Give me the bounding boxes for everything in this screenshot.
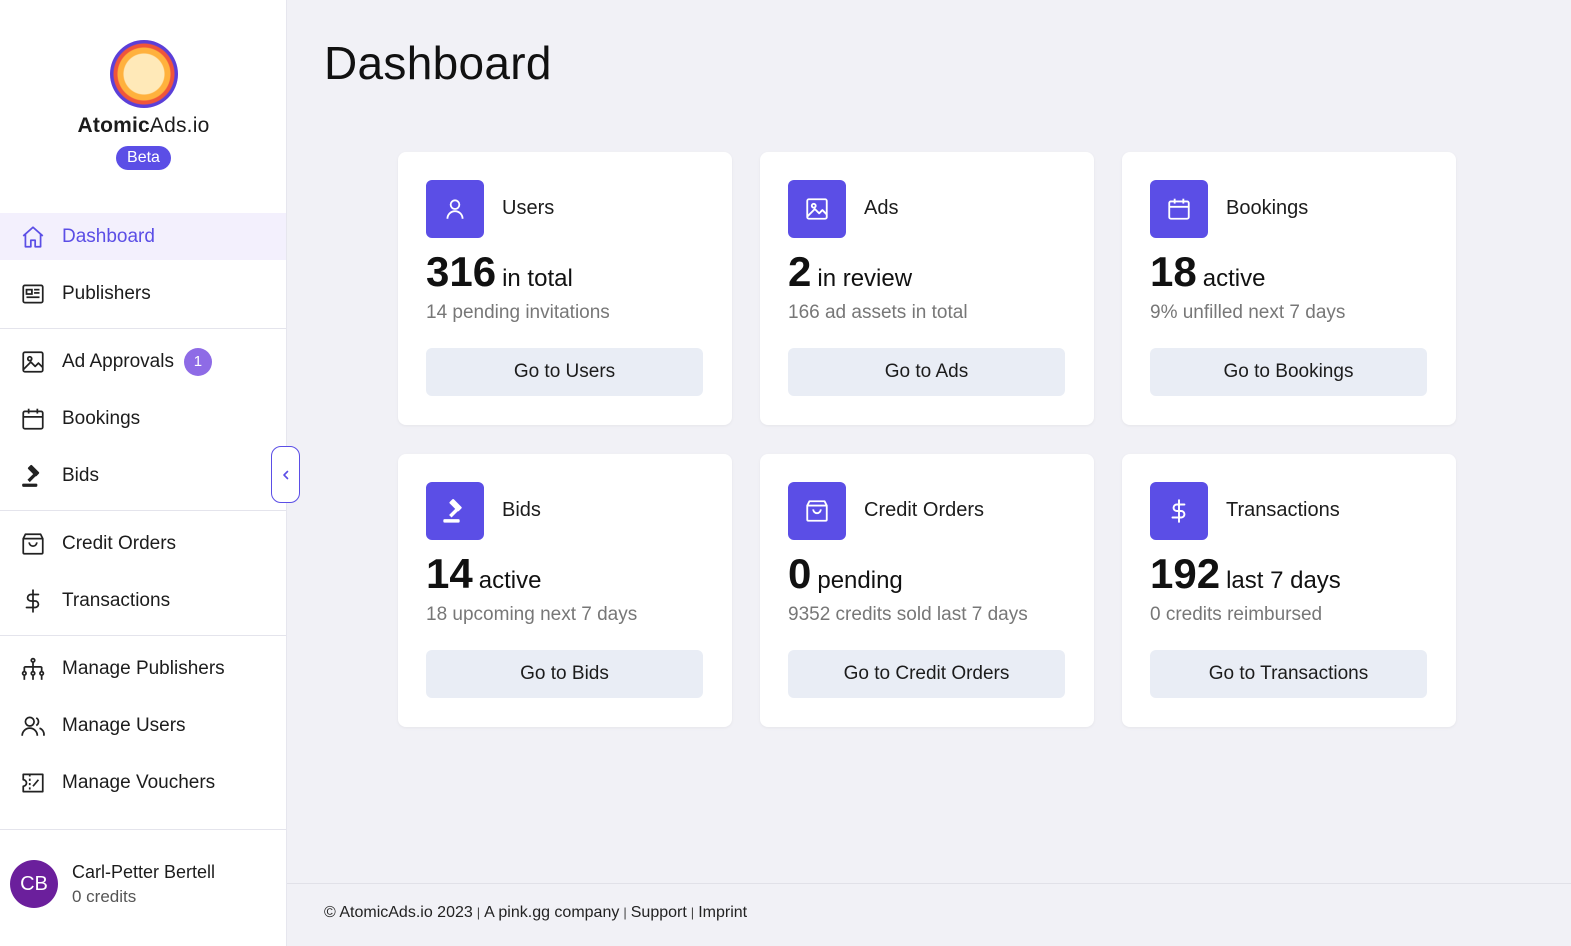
sidebar-item-label: Manage Users: [62, 714, 186, 736]
card-number: 316: [426, 248, 497, 295]
user-profile[interactable]: CB Carl-Petter Bertell 0 credits: [10, 860, 215, 908]
bids-card: Bids 14 active 18 upcoming next 7 days Go…: [398, 454, 732, 727]
divider: [0, 510, 286, 511]
shopping-bag-icon: [788, 482, 846, 540]
brand-name: AtomicAds.io: [77, 114, 210, 137]
card-subtitle: 18 upcoming next 7 days: [426, 604, 638, 625]
footer-copyright: © AtomicAds.io 2023: [324, 904, 473, 921]
card-subtitle: 166 ad assets in total: [788, 302, 968, 323]
hierarchy-icon: [20, 656, 46, 682]
footer-company: A pink.gg company: [484, 904, 620, 921]
sidebar-item-label: Bids: [62, 464, 99, 486]
divider: [0, 829, 286, 830]
sidebar-item-label: Manage Vouchers: [62, 771, 216, 793]
brand: AtomicAds.io Beta: [0, 40, 287, 170]
sidebar-item-label: Transactions: [62, 589, 171, 611]
sidebar-item-label: Bookings: [62, 407, 141, 429]
sidebar-item-manage-publishers[interactable]: Manage Publishers: [0, 645, 286, 692]
sidebar-item-publishers[interactable]: Publishers: [0, 270, 286, 317]
dollar-icon: [1150, 482, 1208, 540]
go-to-bookings-button[interactable]: Go to Bookings: [1150, 348, 1427, 396]
go-to-ads-button[interactable]: Go to Ads: [788, 348, 1065, 396]
support-link[interactable]: Support: [630, 904, 687, 921]
footer-text: © AtomicAds.io 2023 | A pink.gg company | Su…: [324, 904, 747, 922]
ads-card: Ads 2 in review 166 ad assets in total Go…: [760, 152, 1094, 425]
sidebar-item-bids[interactable]: Bids: [0, 452, 286, 499]
card-number: 192: [1150, 550, 1221, 597]
card-subtitle: 0 credits reimbursed: [1150, 604, 1323, 625]
image-icon: [788, 180, 846, 238]
divider: [0, 635, 286, 636]
card-unit: active: [1202, 265, 1266, 292]
card-number: 18: [1150, 248, 1197, 295]
sidebar-item-bookings[interactable]: Bookings: [0, 395, 286, 442]
card-title: Transactions: [1226, 499, 1340, 521]
card-title: Credit Orders: [864, 499, 985, 521]
sidebar-item-ad-approvals[interactable]: Ad Approvals 1: [0, 338, 286, 385]
divider: [0, 328, 286, 329]
calendar-icon: [1150, 180, 1208, 238]
footer-separator: |: [690, 905, 695, 920]
sidebar-item-manage-users[interactable]: Manage Users: [0, 702, 286, 749]
user-name: Carl-Petter Bertell: [72, 861, 216, 882]
user-credits: 0 credits: [72, 886, 137, 906]
footer-separator: |: [476, 905, 481, 920]
user-info: Carl-Petter Bertell 0 credits: [72, 862, 215, 907]
card-number: 0: [788, 550, 812, 597]
gavel-icon: [20, 463, 46, 489]
atomicads-logo[interactable]: [109, 40, 178, 108]
card-title: Bookings: [1226, 197, 1309, 219]
go-to-bids-button[interactable]: Go to Bids: [426, 650, 703, 698]
shopping-bag-icon: [20, 531, 46, 557]
beta-badge: Beta: [116, 146, 171, 170]
home-icon: [20, 224, 46, 250]
ad-approvals-count-badge: 1: [183, 347, 212, 376]
gavel-icon: [426, 482, 484, 540]
avatar[interactable]: CB: [10, 860, 58, 908]
credit-orders-card: Credit Orders 0 pending 9352 credits sold…: [760, 454, 1094, 727]
footer-separator: |: [623, 905, 627, 920]
card-number: 14: [426, 550, 473, 597]
users-card: Users 316 in total 14 pending invitations…: [398, 152, 732, 425]
transactions-card: Transactions 192 last 7 days 0 credits re…: [1122, 454, 1456, 727]
card-unit: in total: [502, 265, 573, 292]
dollar-icon: [20, 588, 46, 614]
sidebar-item-transactions[interactable]: Transactions: [0, 577, 286, 624]
card-number: 2: [788, 248, 812, 295]
card-title: Bids: [502, 499, 541, 521]
bookings-card: Bookings 18 active 9% unfilled next 7 day…: [1122, 152, 1456, 425]
card-unit: pending: [817, 567, 903, 594]
card-title: Users: [502, 197, 555, 219]
user-icon: [426, 180, 484, 238]
card-subtitle: 14 pending invitations: [426, 302, 610, 323]
sidebar-item-credit-orders[interactable]: Credit Orders: [0, 520, 286, 567]
chevron-left-icon: [280, 469, 292, 481]
sidebar-item-manage-vouchers[interactable]: Manage Vouchers: [0, 759, 286, 806]
card-title: Ads: [864, 197, 899, 219]
card-unit: last 7 days: [1226, 567, 1341, 594]
sidebar-item-label: Credit Orders: [62, 532, 177, 554]
footer: © AtomicAds.io 2023 | A pink.gg company | Su…: [287, 883, 1571, 946]
users-icon: [20, 713, 46, 739]
card-unit: in review: [817, 265, 913, 292]
card-subtitle: 9352 credits sold last 7 days: [788, 604, 1028, 625]
collapse-sidebar-button[interactable]: [271, 446, 300, 503]
sidebar-item-label: Ad Approvals: [62, 350, 174, 372]
sidebar-item-label: Dashboard: [62, 225, 155, 247]
go-to-transactions-button[interactable]: Go to Transactions: [1150, 650, 1427, 698]
sidebar-item-label: Publishers: [62, 282, 151, 304]
card-subtitle: 9% unfilled next 7 days: [1150, 302, 1346, 323]
card-unit: active: [478, 567, 542, 594]
image-icon: [20, 349, 46, 375]
page-title: Dashboard: [324, 37, 552, 89]
calendar-icon: [20, 406, 46, 432]
sidebar-item-dashboard[interactable]: Dashboard: [0, 213, 286, 260]
voucher-icon: [20, 770, 46, 796]
imprint-link[interactable]: Imprint: [698, 904, 748, 921]
sidebar-item-label: Manage Publishers: [62, 657, 225, 679]
go-to-users-button[interactable]: Go to Users: [426, 348, 703, 396]
sidebar: AtomicAds.io Beta Dashboard Publishers A…: [0, 0, 287, 946]
newspaper-icon: [20, 281, 46, 307]
go-to-credit-orders-button[interactable]: Go to Credit Orders: [788, 650, 1065, 698]
